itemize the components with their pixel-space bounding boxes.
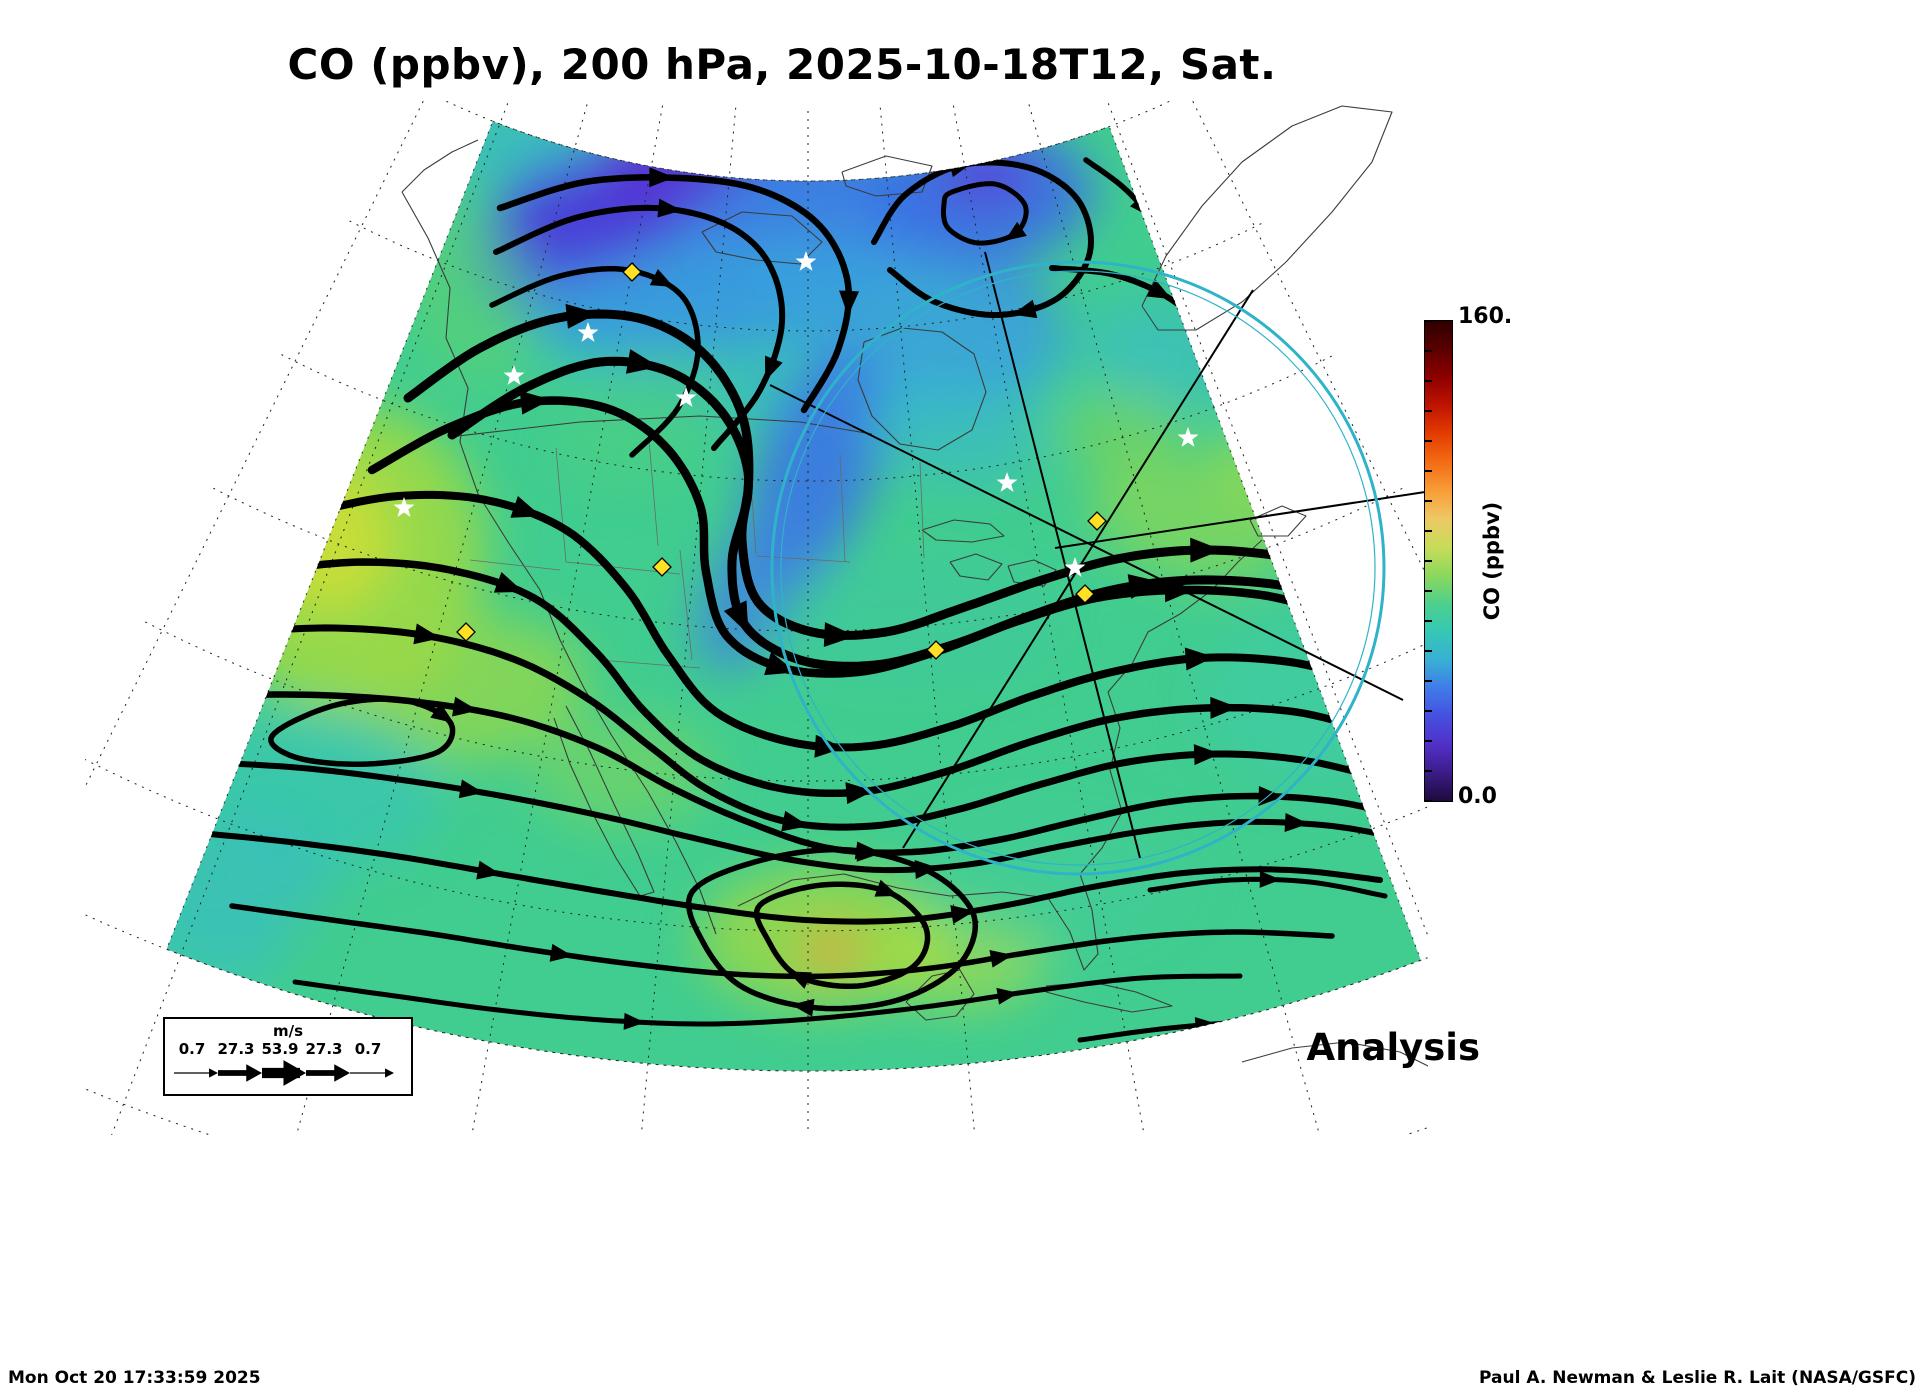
credit-text: Paul A. Newman & Leslie R. Lait (NASA/GS… — [1479, 1368, 1916, 1388]
wind-legend-units: m/s — [272, 1022, 304, 1040]
colorbar-max-label: 160. — [1458, 304, 1513, 329]
wind-speed-value: 53.9 — [261, 1040, 299, 1058]
colorbar-axis-label: CO (ppbv) — [1480, 501, 1504, 621]
station-star-markers — [393, 251, 1199, 577]
wind-legend-values: 0.7 27.3 53.9 27.3 0.7 — [165, 1040, 411, 1058]
wind-arrows — [413, 158, 1309, 1034]
colorbar-min-label: 0.0 — [1458, 784, 1497, 809]
wind-speed-value: 27.3 — [217, 1040, 255, 1058]
wind-arrow-scale — [174, 1060, 394, 1086]
station-diamond-markers — [456, 262, 1107, 660]
colorbar — [1424, 320, 1453, 802]
timestamp-text: Mon Oct 20 17:33:59 2025 — [8, 1368, 261, 1388]
wind-speed-value: 0.7 — [354, 1040, 382, 1058]
plot-title: CO (ppbv), 200 hPa, 2025-10-18T12, Sat. — [287, 40, 1277, 89]
wind-speed-legend: m/s 0.7 27.3 53.9 27.3 0.7 — [163, 1017, 413, 1096]
wind-speed-value: 27.3 — [305, 1040, 343, 1058]
wind-speed-value: 0.7 — [178, 1040, 206, 1058]
range-ring-inner — [780, 270, 1376, 866]
map-boundary — [165, 120, 1422, 1072]
range-ring — [770, 260, 1386, 876]
analysis-label: Analysis — [1306, 1026, 1480, 1069]
